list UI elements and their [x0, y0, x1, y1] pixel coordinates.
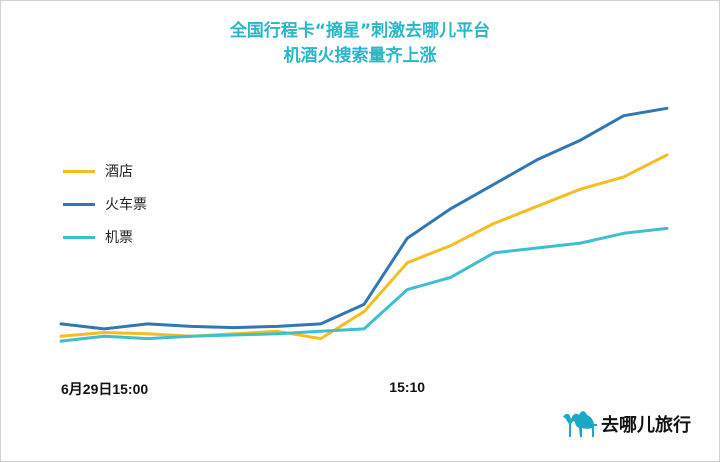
x-tick-label-0: 6月29日15:00 [61, 381, 149, 397]
legend-label: 火车票 [105, 197, 147, 213]
brand-name: 去哪儿旅行 [601, 415, 691, 436]
legend-swatch [63, 236, 95, 239]
x-tick-label-1: 15:10 [389, 379, 426, 395]
legend-swatch [63, 203, 95, 206]
legend-label: 机票 [105, 230, 133, 246]
legend-label: 酒店 [105, 164, 133, 180]
chart-title: 全国行程卡“摘星”刺激去哪儿平台 机酒火搜索量齐上涨 [1, 19, 719, 69]
series-line-0 [59, 153, 669, 341]
series-line-1 [59, 106, 669, 331]
chart-title-line-1: 全国行程卡“摘星”刺激去哪儿平台 [229, 21, 491, 41]
chart-title-line-2: 机酒火搜索量齐上涨 [283, 46, 437, 66]
camel-logo-icon [563, 411, 597, 437]
legend-swatch [63, 170, 95, 173]
series-line-2 [59, 226, 669, 343]
